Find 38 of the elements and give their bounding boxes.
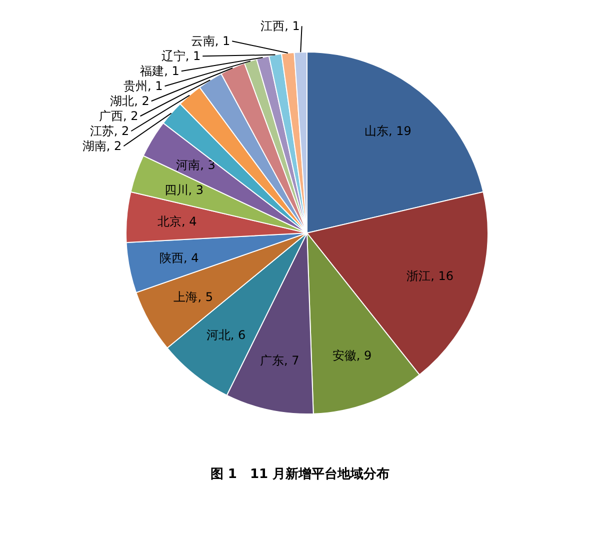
slice-label: 广东 bbox=[260, 353, 284, 368]
slice-label: 湖南 bbox=[82, 139, 106, 154]
data-label: , 3 bbox=[188, 183, 204, 198]
slice-label: 四川 bbox=[164, 183, 188, 198]
data-label: , 6 bbox=[230, 328, 246, 342]
data-label: , 1 bbox=[164, 64, 180, 78]
slice-label: 山东 bbox=[364, 124, 389, 138]
slice-label: 福建 bbox=[140, 64, 164, 78]
slice-label: 云南 bbox=[190, 34, 215, 48]
slice-label: 江西 bbox=[260, 19, 285, 34]
slice-label: 河北 bbox=[206, 328, 230, 342]
slice-label: 广西 bbox=[99, 109, 124, 124]
data-label: , 2 bbox=[114, 124, 130, 138]
text: 图 1 11 月新增平台地域分布 bbox=[210, 466, 390, 482]
slice-label: 湖北 bbox=[110, 94, 134, 108]
data-label: , 19 bbox=[388, 124, 412, 138]
data-label: , 2 bbox=[106, 139, 122, 154]
slice-label: 浙江 bbox=[406, 268, 431, 283]
slice-label: 辽宁 bbox=[161, 49, 186, 64]
data-label: , 1 bbox=[284, 19, 300, 34]
data-label: , 7 bbox=[284, 353, 300, 368]
slice-label: 安徽 bbox=[332, 348, 356, 362]
data-label: , 2 bbox=[134, 94, 150, 108]
slice-label: 河南 bbox=[176, 158, 200, 172]
data-label: , 16 bbox=[430, 268, 454, 283]
data-label: , 4 bbox=[183, 251, 199, 266]
slice-label: 陕西 bbox=[159, 251, 184, 266]
slice-label: 北京 bbox=[158, 214, 182, 229]
data-label: , 9 bbox=[356, 348, 372, 362]
data-label: , 1 bbox=[148, 79, 163, 94]
slice-label: 江苏 bbox=[90, 124, 114, 138]
data-label: , 2 bbox=[123, 109, 138, 124]
slice-label: 贵州 bbox=[124, 79, 148, 94]
data-label: , 1 bbox=[214, 34, 230, 48]
data-label: , 4 bbox=[182, 214, 197, 229]
slice-label: 上海 bbox=[174, 290, 198, 304]
data-label: , 1 bbox=[185, 49, 201, 64]
data-label: , 5 bbox=[198, 290, 214, 304]
